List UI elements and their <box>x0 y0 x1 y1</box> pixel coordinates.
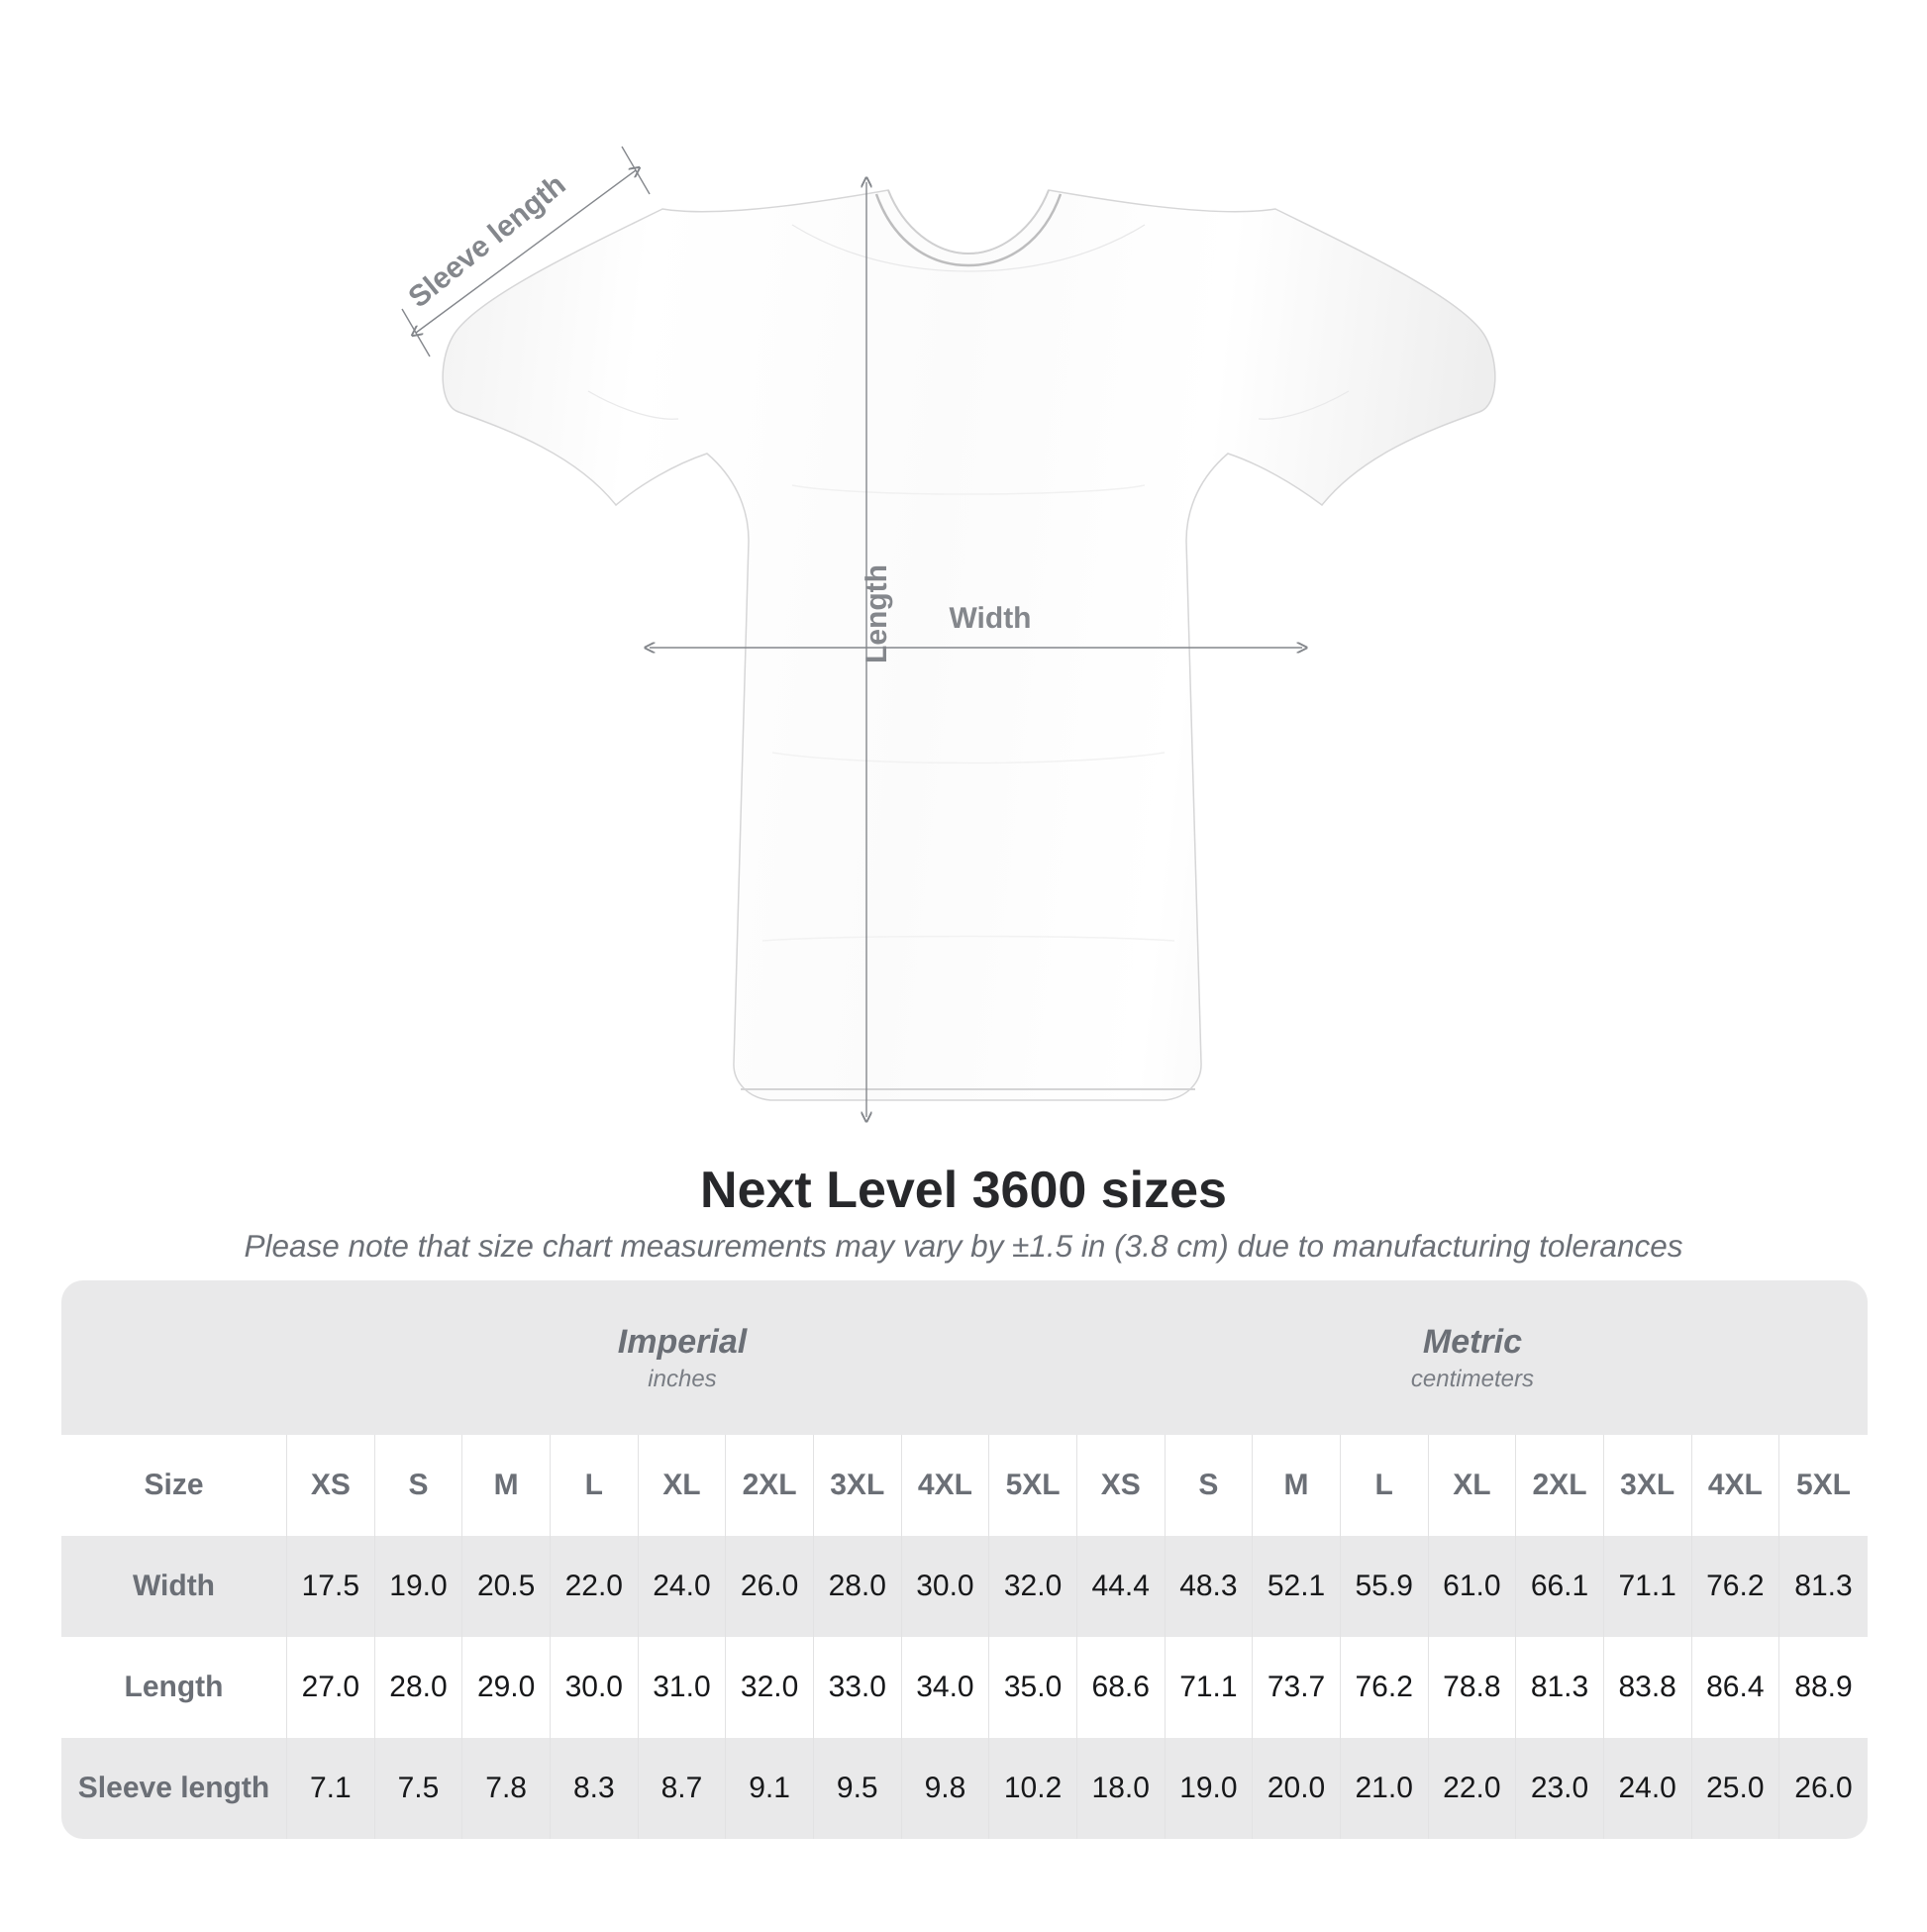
svg-text:Width: Width <box>949 602 1031 635</box>
svg-text:Length: Length <box>861 564 893 663</box>
